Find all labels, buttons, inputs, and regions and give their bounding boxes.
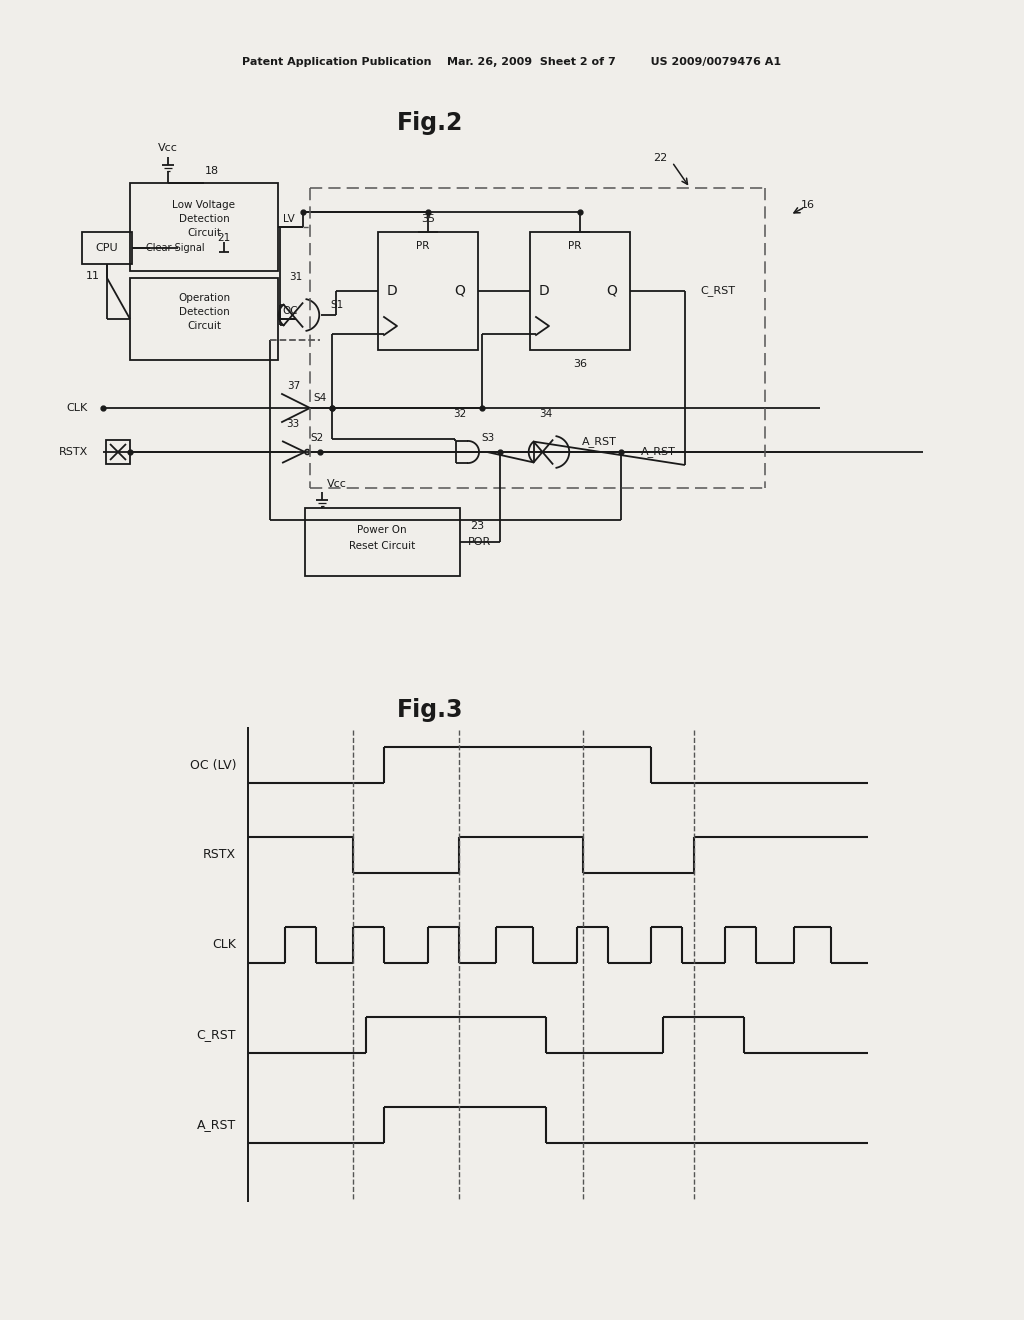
Bar [130,279,278,360]
Bar [378,232,478,350]
Text: 31: 31 [290,272,303,282]
Text: A_RST: A_RST [641,446,676,458]
Text: 23: 23 [470,521,484,531]
Text: Fig.3: Fig.3 [396,698,463,722]
Text: Operation: Operation [178,293,230,304]
Text: C_RST: C_RST [197,1028,236,1041]
Text: 35: 35 [421,214,435,224]
Text: RSTX: RSTX [58,447,88,457]
Text: Detection: Detection [178,308,229,317]
Text: Circuit: Circuit [187,321,221,331]
Bar [82,232,132,264]
Text: 21: 21 [217,234,230,243]
Text: POR: POR [468,537,492,546]
Text: 34: 34 [540,409,553,418]
Text: Circuit: Circuit [187,228,221,238]
Text: Fig.2: Fig.2 [397,111,463,135]
Text: 18: 18 [205,166,219,176]
Text: PR: PR [417,242,430,251]
Text: D: D [387,284,397,298]
Text: S2: S2 [310,433,324,444]
Text: RSTX: RSTX [203,849,236,862]
Text: S4: S4 [313,393,327,403]
Text: Power On: Power On [357,525,407,535]
Text: A_RST: A_RST [582,437,616,447]
Text: A_RST: A_RST [197,1118,236,1131]
Text: S3: S3 [481,433,495,444]
Text: CPU: CPU [95,243,119,253]
Bar [130,183,278,271]
Text: 32: 32 [454,409,467,418]
Text: 22: 22 [653,153,667,162]
Text: Detection: Detection [178,214,229,224]
Text: Vcc: Vcc [327,479,347,488]
Text: 37: 37 [288,381,301,391]
Text: Low Voltage: Low Voltage [172,201,236,210]
Text: Vcc: Vcc [158,143,178,153]
Text: Patent Application Publication    Mar. 26, 2009  Sheet 2 of 7         US 2009/00: Patent Application Publication Mar. 26, … [243,57,781,67]
Text: D: D [539,284,549,298]
Text: Clear Signal: Clear Signal [145,243,205,253]
Text: Q: Q [455,284,466,298]
Text: 11: 11 [86,271,100,281]
Text: OC: OC [282,306,298,315]
Text: CLK: CLK [212,939,236,952]
Text: 33: 33 [287,418,300,429]
Text: S1: S1 [330,300,343,310]
Text: CLK: CLK [67,403,88,413]
Bar [106,440,130,465]
Text: OC (LV): OC (LV) [189,759,236,771]
Bar [530,232,630,350]
Text: LV: LV [283,214,295,224]
Text: Q: Q [606,284,617,298]
Bar [305,508,460,576]
Text: 16: 16 [801,201,815,210]
Text: C_RST: C_RST [700,285,735,297]
Text: Reset Circuit: Reset Circuit [349,541,415,550]
Text: PR: PR [568,242,582,251]
Text: 36: 36 [573,359,587,370]
